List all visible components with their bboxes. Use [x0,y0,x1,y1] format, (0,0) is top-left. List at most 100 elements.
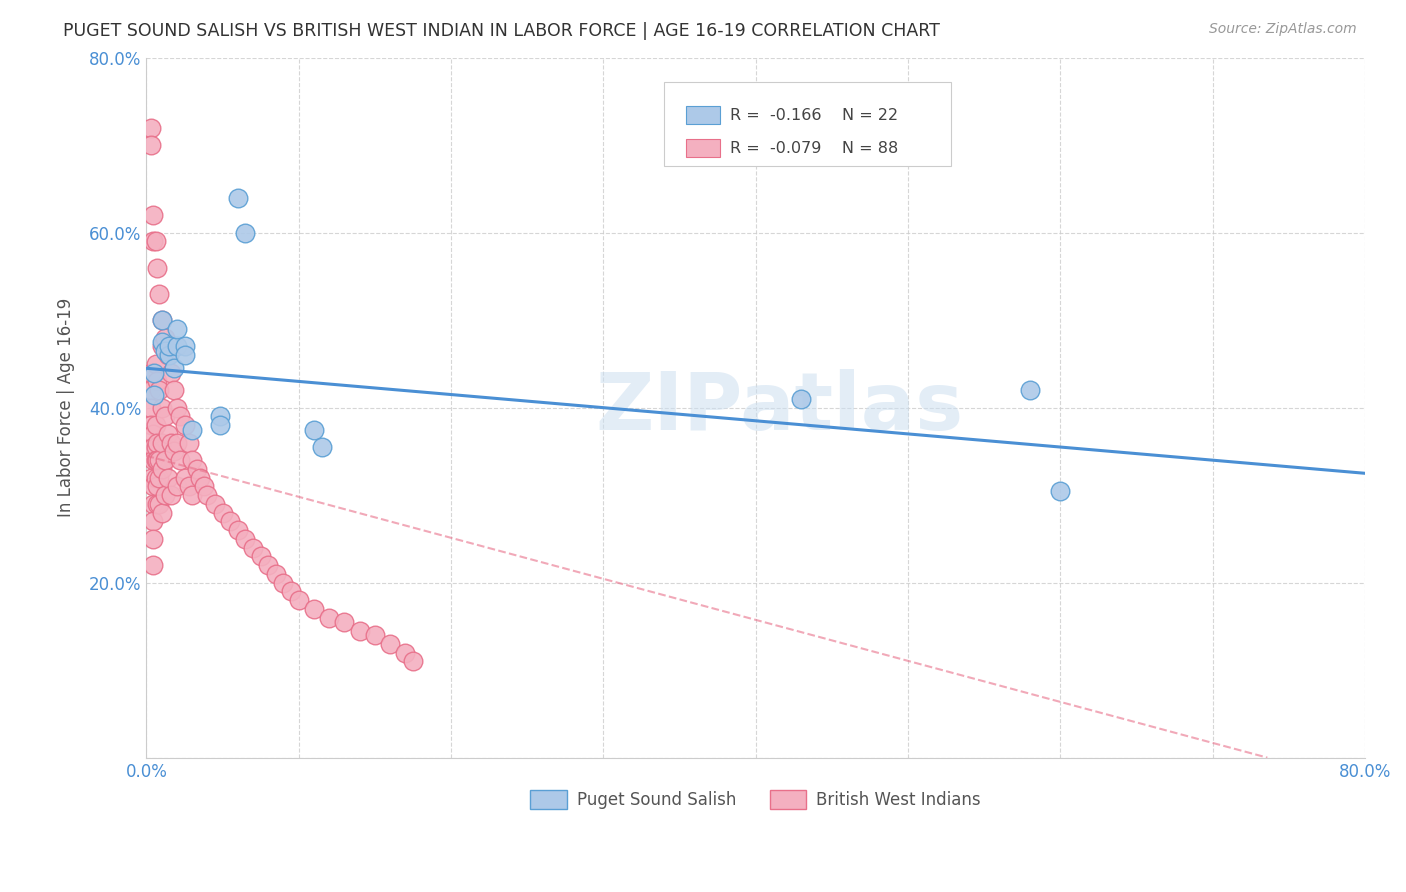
Point [166,479,188,493]
Point [146,435,169,450]
Point [153,453,176,467]
Point [146,453,169,467]
Point [145,357,167,371]
Point [166,401,188,415]
Point [139,366,162,380]
Point [139,470,162,484]
Point [148,453,170,467]
Point [141,479,163,493]
Point [145,453,167,467]
Point [159,435,181,450]
Point [153,409,176,424]
Point [141,426,163,441]
Point [177,479,200,493]
Point [141,558,163,573]
Point [195,488,218,502]
Point [150,506,173,520]
Point [173,339,195,353]
Point [163,361,186,376]
Point [141,497,163,511]
Point [146,497,169,511]
Point [139,401,162,415]
Point [287,593,309,607]
Point [146,260,169,275]
Point [169,453,191,467]
Point [157,339,180,353]
Text: R =  -0.166    N = 22: R = -0.166 N = 22 [730,108,898,122]
Point [159,366,181,380]
Point [169,409,191,424]
Point [177,435,200,450]
Point [150,313,173,327]
Point [204,497,226,511]
Point [173,348,195,362]
Point [349,624,371,638]
Point [273,575,295,590]
Point [264,566,287,581]
Point [235,532,257,546]
Point [257,558,280,573]
Point [394,646,416,660]
Point [145,470,167,484]
Point [208,418,231,433]
Y-axis label: In Labor Force | Age 16-19: In Labor Force | Age 16-19 [58,298,75,517]
Point [235,226,257,240]
Point [139,138,162,153]
Text: ZIPatlas: ZIPatlas [596,368,965,447]
Point [166,339,188,353]
Point [153,331,176,345]
Point [226,191,249,205]
Point [156,348,179,362]
Point [146,375,169,389]
Point [333,615,356,629]
Point [150,313,173,327]
Point [181,488,204,502]
Point [145,418,167,433]
Point [141,208,163,222]
Point [148,497,170,511]
Point [145,440,167,454]
Point [193,479,215,493]
Point [148,383,170,397]
Point [790,392,813,406]
Point [141,532,163,546]
Point [153,488,176,502]
Text: R =  -0.079    N = 88: R = -0.079 N = 88 [730,141,898,156]
Point [139,444,162,458]
Point [302,602,325,616]
Point [163,444,186,458]
Text: PUGET SOUND SALISH VS BRITISH WEST INDIAN IN LABOR FORCE | AGE 16-19 CORRELATION: PUGET SOUND SALISH VS BRITISH WEST INDIA… [63,22,941,40]
Point [181,423,204,437]
Point [318,610,340,624]
Point [173,418,195,433]
Point [173,470,195,484]
Point [141,453,163,467]
Point [242,541,264,555]
Point [143,387,166,401]
Point [364,628,387,642]
Point [148,287,170,301]
Point [208,409,231,424]
Point [150,334,173,349]
Point [181,453,204,467]
Point [150,339,173,353]
Point [1049,483,1071,498]
Bar [686,106,720,124]
FancyBboxPatch shape [664,82,950,166]
Point [156,470,179,484]
Point [302,423,325,437]
Point [280,584,302,599]
Point [150,401,173,415]
Point [141,235,163,249]
Text: Source: ZipAtlas.com: Source: ZipAtlas.com [1209,22,1357,37]
Point [145,235,167,249]
Point [188,470,211,484]
Point [402,654,425,668]
Point [150,462,173,476]
Point [378,637,401,651]
Point [139,418,162,433]
Point [141,515,163,529]
Point [186,462,208,476]
Point [150,435,173,450]
Point [143,366,166,380]
